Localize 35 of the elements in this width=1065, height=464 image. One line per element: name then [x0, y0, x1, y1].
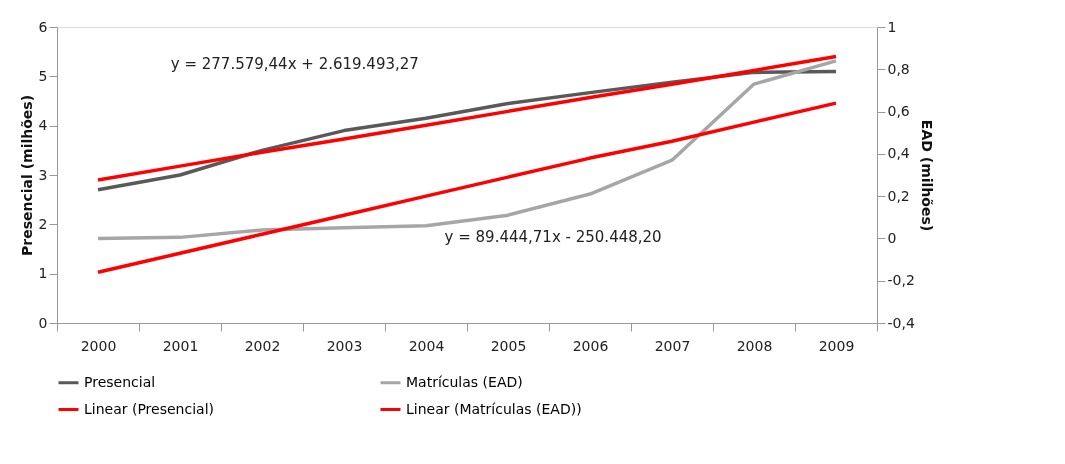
x-tick-label: 2008 [736, 337, 773, 354]
annotation: y = 277.579,44x + 2.619.493,27 [170, 55, 419, 73]
y2-tick-label: 0,4 [887, 145, 910, 162]
x-tick-label: 2006 [572, 337, 609, 354]
legend-label: Matrículas (EAD) [406, 373, 523, 390]
y2-tick-label: -0,2 [887, 272, 915, 289]
y2-tick-label: -0,4 [887, 314, 915, 331]
line-series [96, 101, 838, 275]
y2-tick-label: 0,2 [887, 187, 910, 204]
y2-tick-label: 0,8 [887, 60, 910, 77]
legend-label: Presencial [84, 373, 156, 390]
x-tick-label: 2009 [818, 337, 855, 354]
y-tick-label: 3 [38, 166, 48, 183]
legend-label: Linear (Matrículas (EAD)) [406, 400, 582, 417]
y-tick-label: 6 [38, 18, 48, 35]
x-tick-label: 2000 [80, 337, 117, 354]
y2-tick-label: 0 [887, 229, 897, 246]
y-axis-title: Presencial (milhões) [18, 94, 35, 257]
x-tick-label: 2005 [490, 337, 527, 354]
y-tick-label: 1 [38, 265, 48, 282]
x-tick-label: 2002 [244, 337, 281, 354]
x-tick-label: 2003 [326, 337, 363, 354]
x-tick-label: 2001 [162, 337, 199, 354]
y-tick-label: 2 [38, 215, 48, 232]
x-tick-label: 2007 [654, 337, 691, 354]
y2-tick-label: 0,6 [887, 103, 910, 120]
y-tick-label: 0 [38, 314, 48, 331]
x-tick-label: 2004 [408, 337, 445, 354]
y2-axis-title: EAD (milhões) [918, 119, 935, 232]
legend-label: Linear (Presencial) [84, 400, 214, 417]
annotation: y = 89.444,71x - 250.448,20 [444, 228, 662, 247]
y-tick-label: 4 [38, 117, 48, 134]
line-series [96, 54, 838, 182]
y-tick-label: 5 [38, 67, 48, 84]
y2-tick-label: 1 [887, 18, 897, 35]
